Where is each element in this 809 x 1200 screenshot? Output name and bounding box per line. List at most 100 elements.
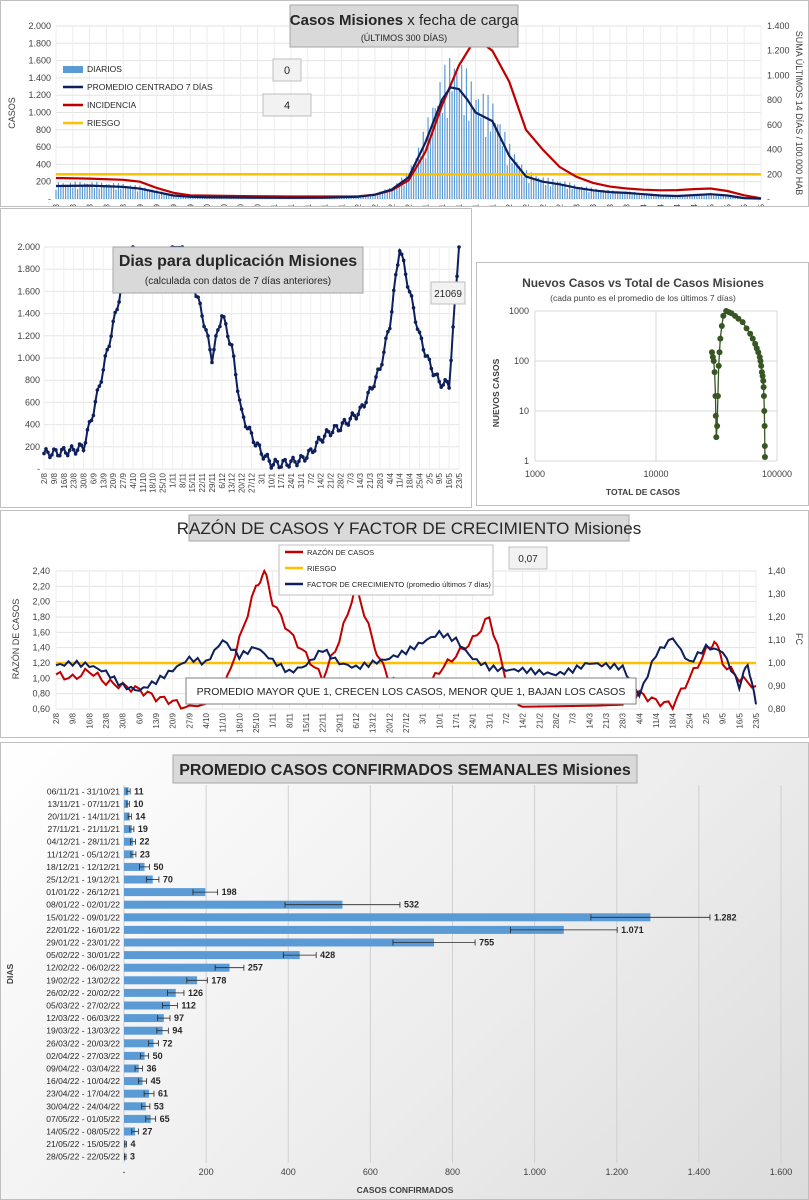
duplicacion-point — [198, 301, 202, 306]
daily-bar — [619, 191, 621, 199]
daily-bar — [513, 154, 516, 199]
bar — [124, 825, 132, 834]
bar — [124, 913, 651, 922]
x-tick-label: 200 — [199, 1167, 214, 1177]
duplicacion-point — [50, 453, 54, 457]
duplicacion-point — [225, 334, 230, 339]
bar — [124, 1014, 164, 1023]
x-tick-label: 16/8 — [85, 712, 94, 728]
value-label: 72 — [162, 1038, 172, 1048]
y-tick-label: 1,80 — [32, 612, 50, 622]
daily-bar — [444, 64, 446, 199]
category-label: 19/02/22 - 13/02/22 — [46, 975, 120, 985]
daily-bar — [468, 120, 470, 199]
x-tick-label: 18/10 — [235, 712, 244, 733]
duplicacion-point — [297, 459, 301, 464]
x-tick-label: 2/5 — [425, 472, 434, 484]
nuevos-point — [761, 442, 768, 449]
daily-bar — [528, 183, 530, 199]
daily-bar — [492, 103, 494, 199]
x-tick-label: 29/11 — [208, 472, 217, 492]
value-label: 61 — [158, 1089, 168, 1099]
duplicacion-point — [425, 354, 430, 358]
x-tick-label: 23/8 — [102, 203, 111, 206]
x-tick-label: 27/12 — [248, 472, 257, 493]
daily-bar — [689, 194, 691, 199]
daily-bar — [393, 186, 396, 199]
category-label: 14/05/22 - 08/05/22 — [46, 1127, 120, 1137]
value-label: 755 — [479, 938, 494, 948]
daily-bar — [413, 164, 415, 199]
value-label: 50 — [153, 1051, 163, 1061]
daily-bar — [439, 82, 441, 199]
x-tick-label: 6/9 — [135, 712, 144, 724]
daily-bar — [134, 185, 136, 199]
daily-bar — [156, 190, 158, 199]
x-tick-label: 2/8 — [40, 472, 49, 484]
bar — [124, 1089, 150, 1098]
y-tick-label: 800 — [36, 125, 51, 135]
x-tick-label: 2/5 — [702, 712, 711, 724]
y-right-tick-label: 0,90 — [768, 681, 786, 691]
annotation-value: 21069 — [434, 289, 462, 300]
daily-bar — [602, 189, 604, 199]
y-right-tick-label: 1,10 — [768, 635, 786, 645]
y-axis-title: NUEVOS CASOS — [491, 358, 501, 427]
diarios-value-box — [272, 58, 302, 82]
x-tick-label: 17/1 — [277, 472, 286, 488]
duplicacion-point — [95, 388, 100, 392]
note-box — [185, 677, 637, 705]
x-tick-label: 9/5 — [723, 203, 732, 206]
daily-bar — [113, 183, 115, 199]
x-tick-label: 27/9 — [186, 203, 195, 206]
daily-bar — [660, 195, 662, 199]
daily-bar — [624, 191, 626, 199]
daily-bar — [677, 195, 679, 199]
daily-bar — [497, 124, 499, 199]
x-tick-label: 21/2 — [327, 472, 336, 488]
duplicacion-point — [382, 350, 386, 355]
duplicacion-point — [397, 249, 402, 253]
bar — [124, 1114, 151, 1123]
nuevos-point — [710, 358, 717, 364]
duplicacion-point — [239, 407, 244, 411]
duplicacion-point — [348, 416, 353, 421]
duplicacion-point — [314, 440, 319, 445]
x-axis-title: CASOS CONFIRMADOS — [357, 1185, 454, 1195]
nuevos-point — [708, 349, 715, 356]
incidencia-value: 4 — [284, 100, 290, 112]
category-label: 16/04/22 - 10/04/22 — [46, 1076, 120, 1086]
y-tick-label: 1.400 — [17, 309, 40, 319]
daily-bar — [569, 182, 571, 199]
y-tick-label: 1,60 — [32, 627, 50, 637]
duplicacion-point — [354, 416, 359, 421]
daily-bar — [401, 177, 403, 199]
y-right-tick-label: 200 — [767, 169, 782, 179]
daily-bar — [597, 190, 600, 199]
value-label: 27 — [142, 1127, 152, 1137]
duplicacion-point — [429, 366, 434, 371]
duplicacion-point — [449, 358, 453, 363]
semanal-chart: PROMEDIO CASOS CONFIRMADOS SEMANALES Mis… — [5, 754, 792, 1195]
x-tick-label: 23/5 — [455, 472, 464, 488]
bar — [124, 850, 134, 859]
daily-bar — [463, 115, 465, 199]
x-tick-label: 13/9 — [99, 472, 108, 488]
daily-bar — [146, 189, 148, 199]
bar — [124, 888, 206, 897]
category-label: 05/02/22 - 30/01/22 — [46, 950, 120, 960]
daily-bar — [379, 191, 381, 199]
daily-bar — [456, 72, 458, 199]
daily-bar — [408, 179, 410, 199]
y-right-tick-label: 600 — [767, 120, 782, 130]
daily-bar — [516, 162, 518, 199]
duplicacion-point — [202, 324, 206, 329]
daily-bar — [410, 165, 412, 199]
daily-bar — [631, 194, 633, 199]
daily-bar — [494, 123, 496, 199]
duplicacion-point — [65, 453, 70, 458]
y-tick-label: 600 — [25, 397, 40, 407]
x-tick-label: 21/2 — [535, 712, 544, 728]
x-tick-label: 14/2 — [522, 203, 531, 206]
value-label: 257 — [248, 963, 263, 973]
